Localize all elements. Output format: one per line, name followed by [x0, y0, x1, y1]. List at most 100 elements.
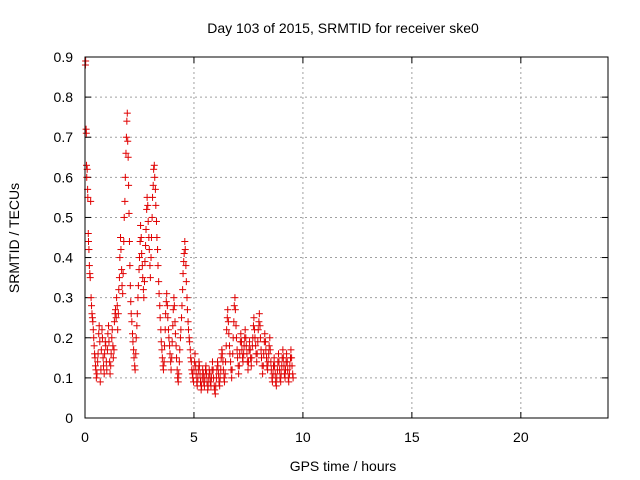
y-tick-label: 0.9: [54, 49, 74, 65]
data-point: [107, 350, 115, 358]
y-tick-label: 0.7: [54, 129, 74, 145]
data-point: [211, 390, 219, 398]
data-point: [288, 354, 296, 362]
data-point: [263, 362, 271, 370]
data-point: [261, 330, 269, 338]
data-point: [103, 366, 111, 374]
data-point: [230, 318, 238, 326]
data-point: [177, 326, 185, 334]
data-point: [141, 258, 149, 266]
data-point: [168, 338, 176, 346]
data-point: [232, 322, 240, 330]
data-point: [162, 310, 170, 318]
data-point: [225, 342, 233, 350]
data-point: [116, 254, 124, 262]
data-point: [249, 322, 257, 330]
data-point: [276, 366, 284, 374]
data-point: [270, 354, 278, 362]
data-point: [227, 358, 235, 366]
data-point: [117, 246, 125, 254]
data-point: [172, 342, 180, 350]
data-point: [103, 346, 111, 354]
data-point: [159, 366, 167, 374]
data-point: [123, 109, 131, 117]
data-point: [284, 366, 292, 374]
data-point: [137, 221, 145, 229]
x-tick-labels: 0 5 10 15 20: [81, 429, 529, 445]
data-point: [279, 346, 287, 354]
data-point: [237, 330, 245, 338]
data-point: [89, 318, 97, 326]
data-point: [183, 294, 191, 302]
data-point: [114, 326, 122, 334]
data-point: [158, 354, 166, 362]
data-point: [140, 294, 148, 302]
data-point: [217, 354, 225, 362]
data-point: [126, 282, 134, 290]
data-point: [271, 362, 279, 370]
data-point: [154, 246, 162, 254]
data-point: [115, 286, 123, 294]
data-point: [267, 366, 275, 374]
data-point: [166, 350, 174, 358]
data-point: [225, 330, 233, 338]
data-point: [142, 242, 150, 250]
data-point: [134, 294, 142, 302]
y-tick-label: 0: [65, 410, 73, 426]
data-point: [275, 358, 283, 366]
data-point: [134, 282, 142, 290]
data-point: [149, 181, 157, 189]
data-point: [254, 326, 262, 334]
data-point: [275, 350, 283, 358]
data-point: [133, 322, 141, 330]
data-point: [139, 274, 147, 282]
data-point: [85, 262, 93, 270]
data-point: [151, 173, 159, 181]
data-point: [136, 238, 144, 246]
data-point: [109, 354, 117, 362]
data-point: [237, 338, 245, 346]
data-point: [125, 181, 133, 189]
data-point: [220, 378, 228, 386]
data-point: [108, 334, 116, 342]
data-point: [129, 338, 137, 346]
data-point: [84, 238, 92, 246]
data-point: [176, 346, 184, 354]
data-point: [170, 294, 178, 302]
data-point: [169, 306, 177, 314]
data-point: [92, 374, 100, 382]
data-point: [166, 342, 174, 350]
data-point: [100, 362, 108, 370]
data-point: [118, 282, 126, 290]
data-point: [109, 342, 117, 350]
data-point: [127, 310, 135, 318]
data-point: [266, 334, 274, 342]
data-point: [115, 274, 123, 282]
data-point: [97, 366, 105, 374]
data-point: [167, 358, 175, 366]
data-point: [214, 362, 222, 370]
data-point: [98, 334, 106, 342]
data-point: [90, 342, 98, 350]
data-point: [93, 370, 101, 378]
data-point: [113, 294, 121, 302]
data-point: [183, 306, 191, 314]
data-point: [246, 338, 254, 346]
data-point: [98, 326, 106, 334]
chart-title: Day 103 of 2015, SRMTID for receiver ske…: [207, 20, 479, 36]
data-point: [266, 346, 274, 354]
data-point: [235, 370, 243, 378]
data-point: [248, 354, 256, 362]
data-point: [250, 314, 258, 322]
data-point: [174, 378, 182, 386]
data-point: [88, 302, 96, 310]
data-point: [211, 386, 219, 394]
x-tick-label: 10: [295, 429, 311, 445]
data-point: [135, 266, 143, 274]
data-point: [228, 366, 236, 374]
data-point: [174, 374, 182, 382]
data-point: [221, 370, 229, 378]
data-point: [253, 350, 261, 358]
data-point: [100, 370, 108, 378]
